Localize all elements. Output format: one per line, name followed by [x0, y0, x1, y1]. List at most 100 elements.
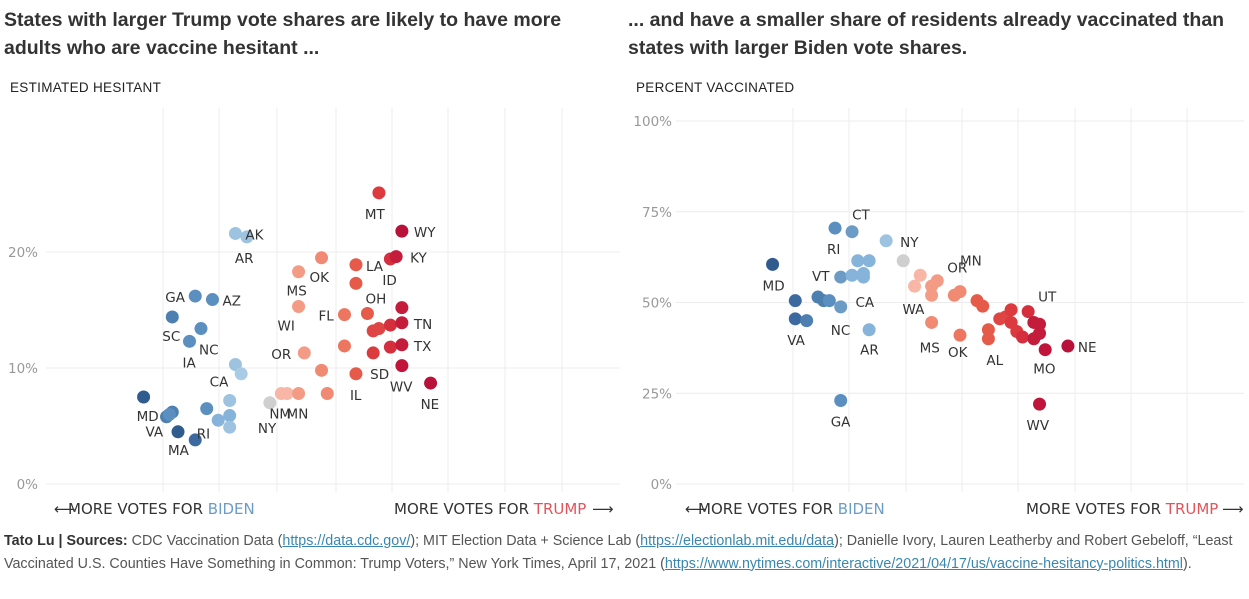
state-dot-oh[interactable]: [361, 307, 374, 320]
state-dot-md[interactable]: [766, 258, 779, 271]
state-dot[interactable]: [914, 269, 927, 282]
state-dot-mn[interactable]: [954, 285, 967, 298]
state-label-az: AZ: [222, 294, 240, 310]
state-label-sd: SD: [370, 367, 389, 383]
state-dot-ga[interactable]: [834, 394, 847, 407]
state-dot[interactable]: [1016, 330, 1029, 343]
state-dot-ok[interactable]: [954, 329, 967, 342]
state-dot[interactable]: [789, 294, 802, 307]
state-dot[interactable]: [863, 254, 876, 267]
state-dot-ms[interactable]: [292, 265, 305, 278]
y-tick-label: 20%: [8, 245, 38, 261]
state-dot[interactable]: [851, 254, 864, 267]
state-dot[interactable]: [976, 300, 989, 313]
state-dot[interactable]: [384, 319, 397, 332]
state-dot[interactable]: [315, 364, 328, 377]
state-dot-ma[interactable]: [172, 425, 185, 438]
state-dot-mo[interactable]: [1039, 343, 1052, 356]
state-dot-ct[interactable]: [846, 225, 859, 238]
state-dot-fl[interactable]: [338, 308, 351, 321]
state-dot-wv[interactable]: [1033, 398, 1046, 411]
y-tick-label: 10%: [8, 361, 38, 377]
state-label-va: VA: [146, 425, 164, 441]
state-dot-ky[interactable]: [390, 250, 403, 263]
state-dot[interactable]: [321, 387, 334, 400]
state-dot-mn[interactable]: [292, 387, 305, 400]
state-dot-ak[interactable]: [229, 227, 242, 240]
state-label-wy: WY: [414, 225, 436, 241]
state-dot-ny[interactable]: [880, 234, 893, 247]
state-label-al: AL: [986, 353, 1003, 369]
state-dot-wv[interactable]: [395, 359, 408, 372]
state-label-tn: TN: [413, 317, 432, 333]
biden-word: BIDEN: [838, 500, 885, 518]
state-dot-wy[interactable]: [395, 225, 408, 238]
state-dot[interactable]: [235, 367, 248, 380]
state-dot-ms[interactable]: [925, 316, 938, 329]
state-label-mn: MN: [287, 407, 309, 423]
state-dot-ca[interactable]: [223, 394, 236, 407]
state-dot[interactable]: [897, 254, 910, 267]
nytimes-link[interactable]: https://www.nytimes.com/interactive/2021…: [665, 556, 1183, 572]
state-dot[interactable]: [349, 277, 362, 290]
biden-word: BIDEN: [208, 500, 255, 518]
state-label-sc: SC: [162, 329, 180, 345]
state-dot-nc[interactable]: [194, 322, 207, 335]
state-dot-wi[interactable]: [292, 300, 305, 313]
state-dot-ok[interactable]: [315, 251, 328, 264]
scatter-charts: 0%10%20%MDVAMARICASCIANCGA AZAKARNYNMMNOR…: [0, 100, 1249, 530]
state-dot-il[interactable]: [349, 367, 362, 380]
state-label-ms: MS: [920, 340, 940, 356]
state-dot[interactable]: [857, 267, 870, 280]
state-dot-md[interactable]: [137, 391, 150, 404]
state-dot-az[interactable]: [206, 293, 219, 306]
footer-text-1: CDC Vaccination Data (: [128, 533, 283, 549]
right-y-axis-caption: PERCENT VACCINATED: [636, 80, 794, 95]
state-label-ak: AK: [245, 227, 264, 243]
state-dot-va[interactable]: [789, 312, 802, 325]
state-dot[interactable]: [212, 414, 225, 427]
state-dot-ri[interactable]: [829, 222, 842, 235]
state-dot[interactable]: [846, 269, 859, 282]
state-dot-ri[interactable]: [200, 402, 213, 415]
mit-election-lab-link[interactable]: https://electionlab.mit.edu/data: [640, 533, 834, 549]
state-dot[interactable]: [223, 409, 236, 422]
state-dot-ne[interactable]: [1061, 340, 1074, 353]
state-dot[interactable]: [395, 301, 408, 314]
state-dot-mt[interactable]: [372, 186, 385, 199]
state-label-ga: GA: [831, 415, 851, 431]
state-dot[interactable]: [338, 339, 351, 352]
state-dot[interactable]: [223, 421, 236, 434]
footer-text-2: ); MIT Election Data + Science Lab (: [410, 533, 640, 549]
state-dot-or[interactable]: [931, 274, 944, 287]
trump-word: TRUMP: [1165, 500, 1219, 518]
state-dot-sd[interactable]: [367, 346, 380, 359]
state-label-id: ID: [382, 273, 396, 289]
state-dot[interactable]: [372, 322, 385, 335]
state-dot[interactable]: [281, 387, 294, 400]
state-dot[interactable]: [163, 408, 176, 421]
state-dot[interactable]: [384, 341, 397, 354]
state-dot-nc[interactable]: [834, 300, 847, 313]
state-dot-sc[interactable]: [166, 310, 179, 323]
footer-sources: Tato Lu | Sources: CDC Vaccination Data …: [4, 530, 1244, 575]
state-label-ma: MA: [168, 443, 190, 459]
state-label-wv: WV: [390, 380, 413, 396]
state-dot[interactable]: [1033, 318, 1046, 331]
state-dot[interactable]: [823, 294, 836, 307]
state-dot-tx[interactable]: [395, 338, 408, 351]
state-dot-ga[interactable]: [189, 290, 202, 303]
state-dot-tn[interactable]: [395, 316, 408, 329]
state-dot[interactable]: [1005, 303, 1018, 316]
state-dot-ne[interactable]: [424, 377, 437, 390]
state-dot-ar[interactable]: [863, 323, 876, 336]
left-x-axis-right-arrow: ⟶: [592, 500, 614, 518]
state-label-vt: VT: [812, 269, 830, 285]
state-dot-ia[interactable]: [183, 335, 196, 348]
state-dot-al[interactable]: [982, 332, 995, 345]
state-dot-la[interactable]: [349, 258, 362, 271]
state-dot[interactable]: [800, 314, 813, 327]
state-dot-or[interactable]: [298, 346, 311, 359]
state-dot[interactable]: [834, 271, 847, 284]
cdc-link[interactable]: https://data.cdc.gov/: [282, 533, 410, 549]
